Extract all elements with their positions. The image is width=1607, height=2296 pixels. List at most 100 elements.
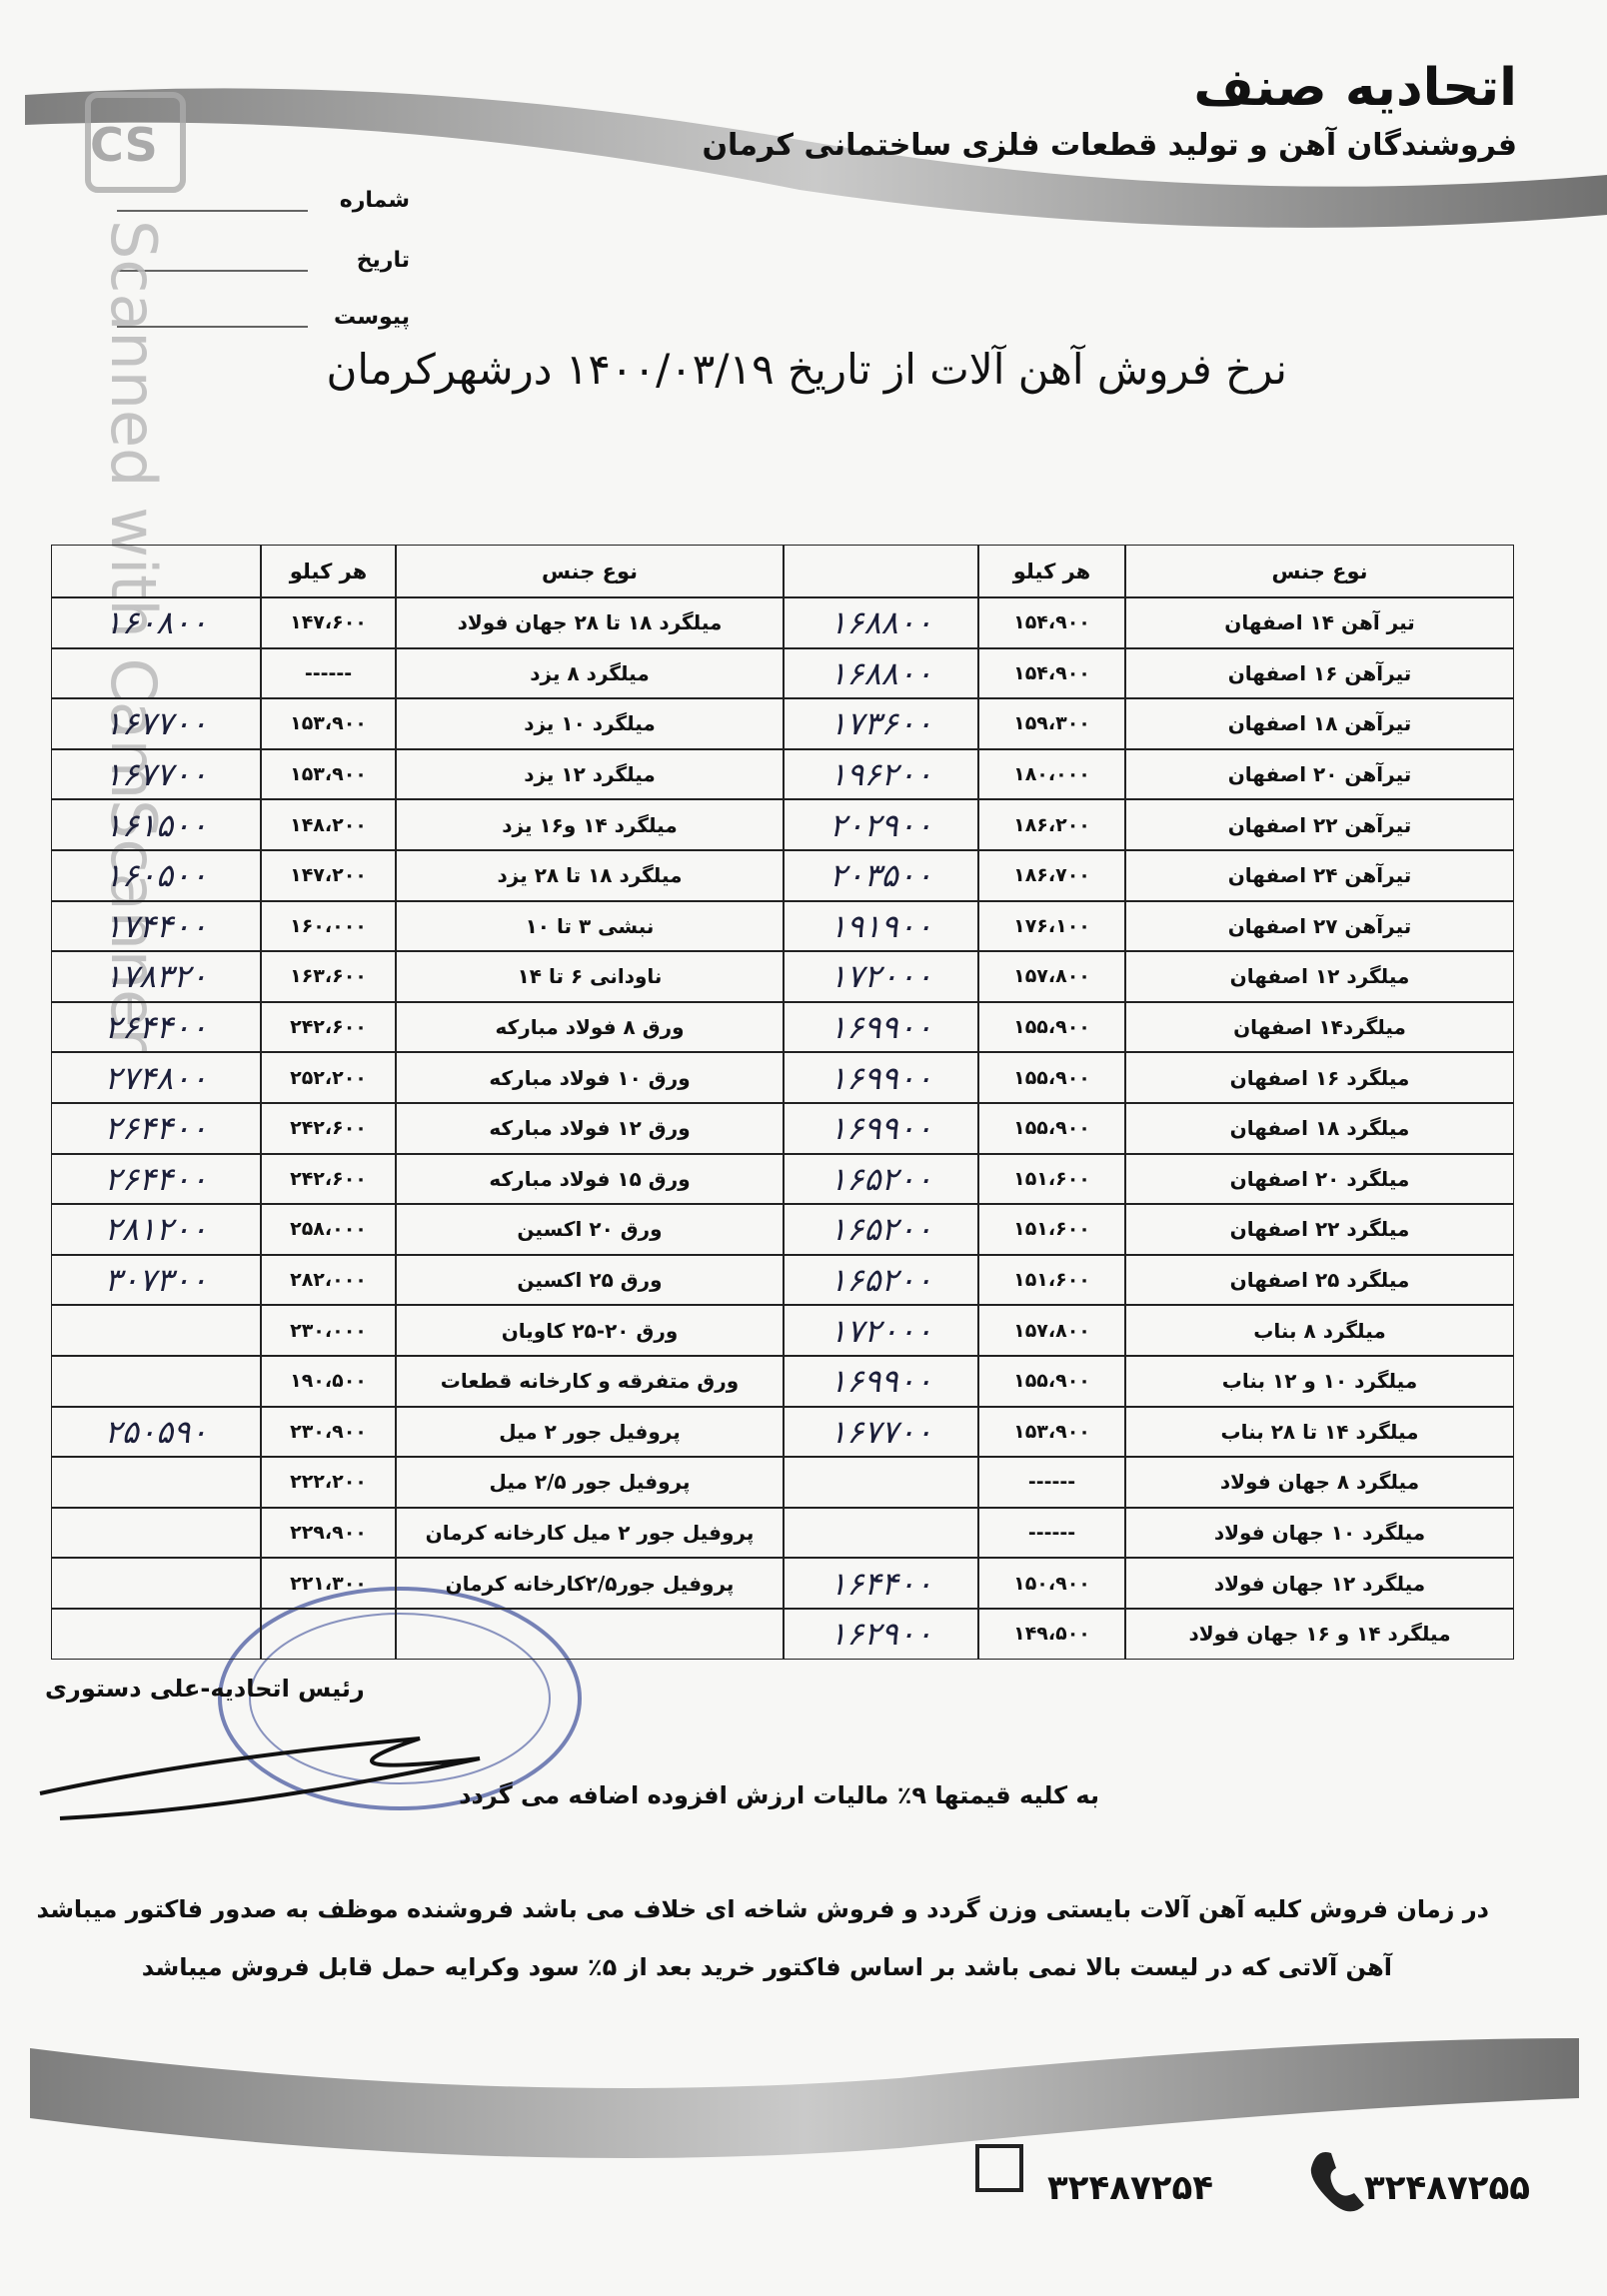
item-name — [396, 1609, 784, 1660]
item-price-text: ------ — [304, 661, 353, 684]
item-price: ۱۵۱،۶۰۰ — [978, 1254, 1125, 1306]
handwritten-price: ۱۶۹۹۰۰ — [784, 1001, 978, 1053]
item-price-text: ۱۸۰،۰۰۰ — [1013, 763, 1090, 786]
item-price-text: ۱۵۳،۹۰۰ — [290, 712, 367, 735]
item-name-text: میلگرد ۸ بناب — [1253, 1318, 1386, 1343]
handwritten-price: ۱۶۷۷۰۰ — [784, 1406, 978, 1458]
handwritten-price: ۱۶۲۹۰۰ — [784, 1609, 978, 1660]
column-header-text: نوع جنس — [541, 559, 639, 583]
handwritten-price: ۲۰۳۵۰۰ — [784, 850, 978, 901]
handwritten-price: ۱۶۱۵۰۰ — [51, 799, 261, 850]
handwritten-price — [51, 647, 261, 699]
item-price: ۱۵۱،۶۰۰ — [978, 1153, 1125, 1205]
column-header-text: نوع جنس — [1271, 559, 1368, 583]
item-name-text: پروفیل جور ۲ میل کارخانه کرمان — [425, 1521, 755, 1546]
item-price: ۱۹۰،۵۰۰ — [261, 1356, 396, 1407]
item-price-text: ۱۵۰،۹۰۰ — [1013, 1572, 1090, 1595]
column-header — [51, 545, 261, 597]
item-name: ورق ۱۰ فولاد مبارکه — [396, 1052, 784, 1103]
item-price-text: ۱۴۷،۲۰۰ — [290, 864, 367, 887]
fax-number: ۳۲۴۸۷۲۵۴ — [1047, 2168, 1214, 2208]
item-name: تیر آهن ۱۴ اصفهان — [1125, 597, 1514, 648]
item-name-text: میلگرد ۱۸ تا ۲۸ جهان فولاد — [457, 610, 723, 635]
handwritten-price: ۱۶۰۸۰۰ — [51, 597, 261, 648]
item-price: ۲۵۲،۲۰۰ — [261, 1052, 396, 1103]
item-price — [261, 1609, 396, 1660]
handwritten-price — [51, 1305, 261, 1356]
item-name-text: تیرآهن ۲۰ اصفهان — [1227, 762, 1412, 787]
item-name: ورق ۸ فولاد مبارکه — [396, 1001, 784, 1053]
item-price: ------ — [978, 1457, 1125, 1508]
item-name: میلگرد ۱۴ و ۱۶ جهان فولاد — [1125, 1609, 1514, 1660]
column-header: هر کیلو — [261, 545, 396, 597]
item-price: ۱۵۰،۹۰۰ — [978, 1558, 1125, 1609]
handwritten-price: ۲۶۴۴۰۰ — [51, 1103, 261, 1154]
item-name: میلگرد ۱۴ و۱۶ یزد — [396, 799, 784, 850]
handwritten-price-text: ۱۶۰۸۰۰ — [104, 603, 208, 642]
handwritten-price-text: ۲۶۴۴۰۰ — [104, 1159, 208, 1198]
item-price: ۲۲۲،۲۰۰ — [261, 1457, 396, 1508]
item-name: میلگرد ۱۸ تا ۲۸ جهان فولاد — [396, 597, 784, 648]
item-price: ۱۵۷،۸۰۰ — [978, 1305, 1125, 1356]
item-name-text: میلگرد ۱۲ جهان فولاد — [1213, 1571, 1426, 1596]
handwritten-price: ۲۸۱۲۰۰ — [51, 1204, 261, 1255]
handwritten-price-text: ۱۷۲۰۰۰ — [828, 957, 933, 996]
signature-stroke — [39, 1736, 481, 1820]
handwritten-price: ۱۶۹۹۰۰ — [784, 1356, 978, 1407]
item-price: ۱۸۶،۲۰۰ — [978, 799, 1125, 850]
handwritten-price: ۱۶۵۲۰۰ — [784, 1204, 978, 1255]
watermark-logo-box — [85, 92, 186, 193]
handwritten-price — [51, 1558, 261, 1609]
item-name-text: تیرآهن ۲۴ اصفهان — [1227, 863, 1412, 888]
item-name: میلگرد ۱۴ تا ۲۸ بناب — [1125, 1406, 1514, 1458]
handwritten-price-text: ۲۰۲۹۰۰ — [828, 805, 933, 844]
item-price-text: ۱۵۹،۳۰۰ — [1013, 712, 1090, 735]
item-name: میلگرد ۱۸ تا ۲۸ یزد — [396, 850, 784, 901]
item-name: ورق ۱۵ فولاد مبارکه — [396, 1153, 784, 1205]
item-name: تیرآهن ۲۲ اصفهان — [1125, 799, 1514, 850]
handwritten-price-text: ۳۰۷۳۰۰ — [104, 1261, 208, 1300]
handwritten-price — [51, 1609, 261, 1660]
item-price: ۲۲۹،۹۰۰ — [261, 1507, 396, 1559]
column-header: نوع جنس — [1125, 545, 1514, 597]
handwritten-price-text: ۱۶۵۲۰۰ — [828, 1210, 933, 1249]
item-price: ۱۴۷،۶۰۰ — [261, 597, 396, 648]
handwritten-price: ۱۷۸۳۲۰ — [51, 951, 261, 1002]
item-name-text: ناودانی ۶ تا ۱۴ — [517, 964, 663, 989]
item-name: پروفیل جور ۲ میل — [396, 1406, 784, 1458]
phone-icon — [1310, 2152, 1364, 2212]
handwritten-price-text: ۱۶۸۸۰۰ — [828, 653, 933, 692]
item-name-text: ورق ۱۵ فولاد مبارکه — [489, 1166, 691, 1191]
handwritten-price-text: ۲۰۳۵۰۰ — [828, 856, 933, 895]
handwritten-price-text: ۱۹۶۲۰۰ — [828, 755, 933, 794]
item-price-text: ۲۴۲،۶۰۰ — [290, 1117, 367, 1140]
handwritten-price-text: ۱۶۷۷۰۰ — [828, 1412, 933, 1451]
item-price-text: ۱۵۵،۹۰۰ — [1013, 1066, 1090, 1089]
item-name: ورق ۲۰-۲۵ کاویان — [396, 1305, 784, 1356]
footer-swoosh — [30, 2038, 1579, 2158]
item-price-text: ۱۴۷،۶۰۰ — [290, 611, 367, 634]
handwritten-price-text: ۱۷۸۳۲۰ — [104, 957, 208, 996]
item-name: نبشی ۳ تا ۱۰ — [396, 900, 784, 952]
item-price: ۱۶۳،۶۰۰ — [261, 951, 396, 1002]
item-name-text: نبشی ۳ تا ۱۰ — [525, 913, 655, 938]
item-price-text: ۱۴۹،۵۰۰ — [1013, 1623, 1090, 1646]
item-name: میلگرد ۱۲ جهان فولاد — [1125, 1558, 1514, 1609]
item-price-text: ۱۹۰،۵۰۰ — [290, 1370, 367, 1393]
handwritten-price-text: ۲۵۰۵۹۰ — [104, 1412, 208, 1451]
stamp — [218, 1587, 582, 1810]
item-name-text: میلگرد ۱۴ و۱۶ یزد — [502, 812, 678, 837]
item-name-text: میلگرد ۱۲ اصفهان — [1229, 964, 1410, 989]
item-price: ------ — [978, 1507, 1125, 1559]
item-name-text: تیر آهن ۱۴ اصفهان — [1224, 610, 1415, 635]
fax-icon — [975, 2144, 1023, 2192]
item-name: تیرآهن ۱۸ اصفهان — [1125, 698, 1514, 749]
handwritten-price — [51, 1457, 261, 1508]
item-name: میلگرد ۲۵ اصفهان — [1125, 1254, 1514, 1306]
item-price: ۲۴۲،۶۰۰ — [261, 1001, 396, 1053]
note: آهن آلاتی که در لیست بالا نمی باشد بر اس… — [141, 1953, 1392, 1981]
item-price: ۱۵۳،۹۰۰ — [261, 698, 396, 749]
